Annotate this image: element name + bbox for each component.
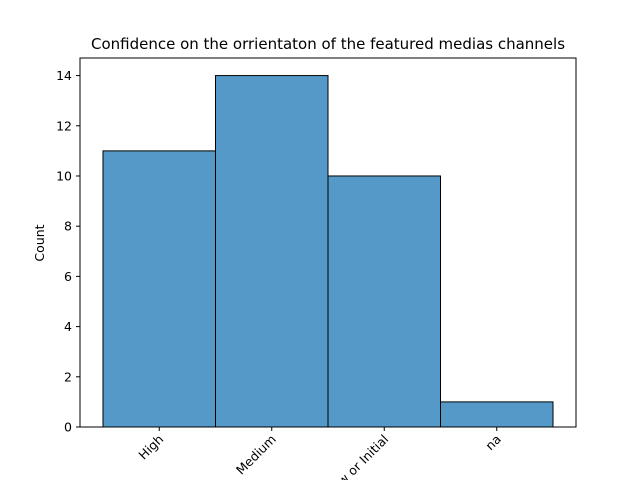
y-tick-label: 10 xyxy=(56,168,72,183)
x-tick-label: Low or Initial xyxy=(324,432,391,480)
y-tick-label: 0 xyxy=(64,420,72,435)
y-tick-label: 12 xyxy=(56,118,72,133)
y-tick-label: 8 xyxy=(64,219,72,234)
bar-medium xyxy=(215,75,329,428)
y-tick-label: 6 xyxy=(64,269,72,284)
y-tick-label: 4 xyxy=(64,319,72,334)
bars-group xyxy=(102,75,554,428)
x-tick-label: Medium xyxy=(233,432,279,478)
bar-low-or-initial xyxy=(327,175,441,428)
plot-frame xyxy=(79,57,577,428)
y-ticks-group: 0 2 4 6 8 10 12 14 xyxy=(56,68,80,435)
bar-na xyxy=(440,401,554,428)
x-ticks-group: High Medium Low or Initial na xyxy=(135,427,504,480)
x-tick-label: High xyxy=(135,432,166,463)
x-tick-label: na xyxy=(482,432,504,454)
y-tick-label: 2 xyxy=(64,369,72,384)
chart-title: Confidence on the orrientaton of the fea… xyxy=(91,35,565,53)
y-axis-label: Count xyxy=(32,224,47,261)
y-tick-label: 14 xyxy=(56,68,72,83)
bar-high xyxy=(102,150,216,428)
